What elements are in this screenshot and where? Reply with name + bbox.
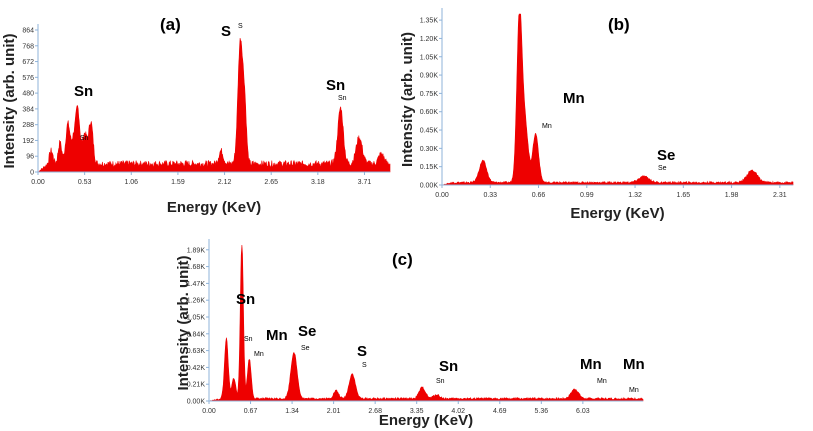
element-label: Se (298, 323, 316, 340)
x-tick-label: 0.67 (244, 408, 258, 415)
spectrum-area (37, 37, 391, 173)
element-label: S (221, 23, 231, 40)
x-tick-label: 0.53 (78, 179, 92, 186)
y-tick-label: 288 (22, 122, 34, 129)
x-tick-label: 3.71 (358, 179, 372, 186)
x-tick-label: 0.66 (532, 192, 546, 199)
x-tick-label: 2.31 (773, 192, 787, 199)
y-axis-label: Intensity (arb. unit) (1, 33, 18, 168)
y-tick-label: 864 (22, 28, 34, 35)
x-tick-label: 1.06 (124, 179, 138, 186)
x-tick-label: 1.65 (677, 192, 691, 199)
x-tick-label: 4.02 (451, 408, 465, 415)
x-tick-label: 0.33 (483, 192, 497, 199)
element-label: Sn (74, 83, 93, 100)
element-label: Sn (236, 291, 255, 308)
y-tick-label: 0.00K (420, 183, 439, 190)
y-tick-label: 0.15K (420, 164, 439, 171)
x-tick-label: 0.00 (202, 408, 216, 415)
y-tick-label: 96 (26, 154, 34, 161)
x-tick-label: 6.03 (576, 408, 590, 415)
spectrum-area (441, 13, 794, 186)
x-tick-label: 1.34 (285, 408, 299, 415)
y-tick-label: 1.35K (420, 18, 439, 25)
y-tick-label: 0.42K (187, 365, 206, 372)
x-tick-label: 2.68 (368, 408, 382, 415)
x-axis-label: Energy (KeV) (167, 199, 261, 216)
x-tick-label: 3.35 (410, 408, 424, 415)
x-axis-label: Energy (KeV) (379, 412, 473, 429)
panel-label: (c) (392, 250, 413, 269)
y-tick-label: 672 (22, 59, 34, 66)
y-tick-label: 0.00K (187, 399, 206, 406)
element-label: Sn (326, 77, 345, 94)
element-label: Mn (266, 327, 288, 344)
y-tick-label: 576 (22, 75, 34, 82)
element-sublabel: Mn (254, 351, 264, 358)
y-tick-label: 1.68K (187, 264, 206, 271)
y-tick-label: 0.90K (420, 73, 439, 80)
x-tick-label: 2.12 (218, 179, 232, 186)
x-tick-label: 0.00 (435, 192, 449, 199)
element-label: Se (657, 147, 675, 164)
y-tick-label: 1.05K (420, 54, 439, 61)
x-tick-label: 1.59 (171, 179, 185, 186)
element-sublabel: Se (301, 345, 310, 352)
element-sublabel: Sn (244, 336, 253, 343)
y-tick-label: 1.89K (187, 247, 206, 254)
x-tick-label: 0.00 (31, 179, 45, 186)
x-tick-label: 3.18 (311, 179, 325, 186)
y-tick-label: 0.30K (420, 146, 439, 153)
y-tick-label: 384 (22, 106, 34, 113)
y-tick-label: 0.75K (420, 91, 439, 98)
y-tick-label: 192 (22, 138, 34, 145)
y-tick-label: 0.84K (187, 331, 206, 338)
y-tick-label: 1.26K (187, 298, 206, 305)
x-tick-label: 1.32 (628, 192, 642, 199)
panel-label: (b) (608, 15, 630, 34)
element-sublabel: Mn (597, 378, 607, 385)
y-tick-label: 1.05K (187, 315, 206, 322)
chart-panel-a: 0.00 0.53 1.06 1.59 2.12 2.65 3.18 3.71 0 96 192 28… (1, 15, 391, 216)
element-label: Mn (563, 90, 585, 107)
chart-panel-b: 0.00 0.33 0.66 0.99 1.32 1.65 1.98 2.31 0.00K 0.1… (399, 8, 794, 222)
element-sublabel: Sn (80, 135, 89, 142)
y-tick-label: 768 (22, 43, 34, 50)
y-tick-label: 0.45K (420, 128, 439, 135)
y-tick-label: 1.20K (420, 36, 439, 43)
spectrum-area (208, 244, 644, 402)
y-tick-label: 0.60K (420, 109, 439, 116)
panel-label: (a) (160, 15, 181, 34)
y-axis-label: Intensity (arb. unit) (399, 32, 416, 167)
y-tick-label: 0.63K (187, 348, 206, 355)
y-tick-label: 480 (22, 91, 34, 98)
y-tick-label: 1.47K (187, 281, 206, 288)
x-tick-label: 2.65 (264, 179, 278, 186)
element-label: Mn (623, 356, 645, 373)
element-sublabel: Sn (436, 378, 445, 385)
x-tick-label: 1.98 (725, 192, 739, 199)
element-label: Sn (439, 358, 458, 375)
element-sublabel: Se (658, 165, 667, 172)
x-tick-label: 4.69 (493, 408, 507, 415)
element-sublabel: Mn (542, 123, 552, 130)
element-sublabel: Sn (338, 95, 347, 102)
x-tick-label: 5.36 (535, 408, 549, 415)
chart-panel-c: 0.00 0.67 1.34 2.01 2.68 3.35 4.02 4.69 5.36 6.03… (175, 239, 645, 429)
element-sublabel: Mn (629, 387, 639, 394)
y-axis-label: Intensity (arb. unit) (175, 255, 192, 390)
x-axis-label: Energy (KeV) (570, 205, 664, 222)
y-tick-label: 0.21K (187, 382, 206, 389)
element-sublabel: S (238, 23, 243, 30)
element-sublabel: S (362, 362, 367, 369)
y-tick-label: 0 (30, 170, 34, 177)
x-tick-label: 2.01 (327, 408, 341, 415)
element-label: S (357, 343, 367, 360)
element-label: Mn (580, 356, 602, 373)
x-tick-label: 0.99 (580, 192, 594, 199)
